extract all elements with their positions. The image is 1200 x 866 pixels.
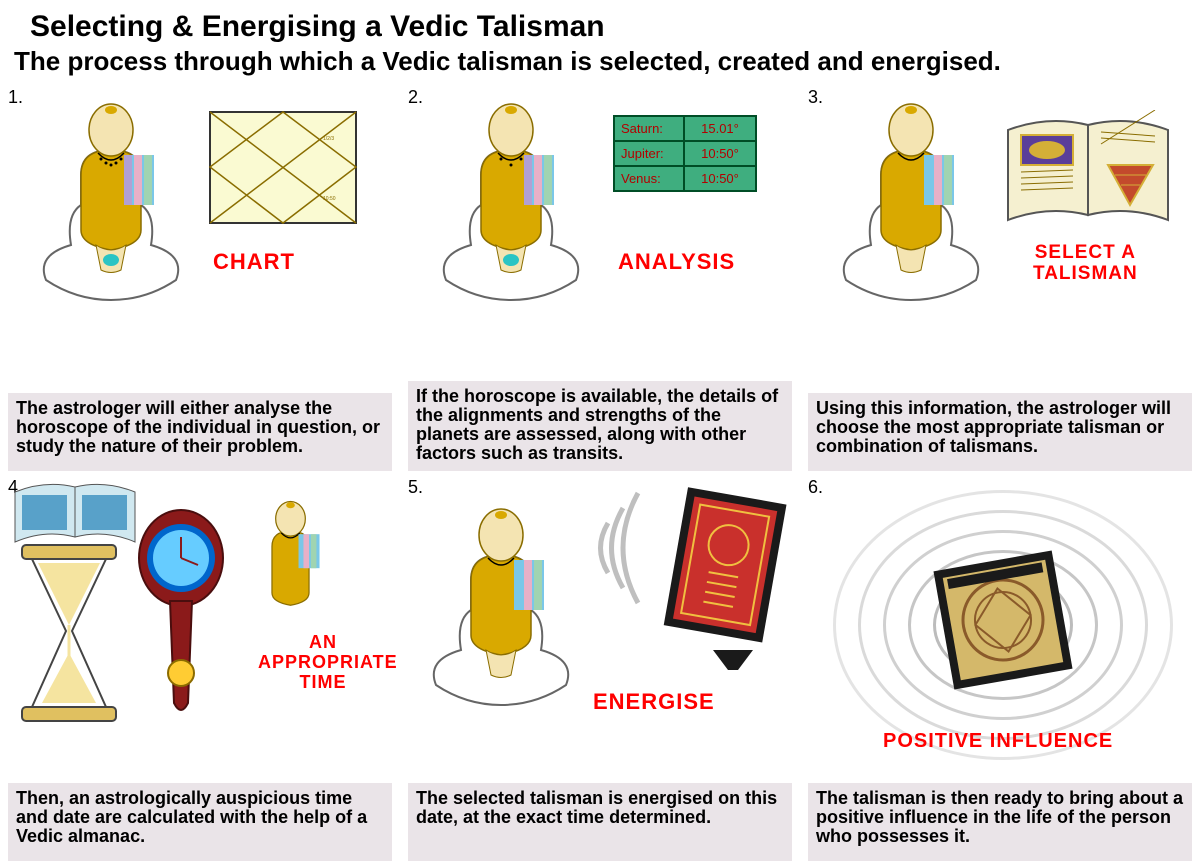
clock-icon bbox=[136, 503, 226, 723]
table-row: Venus:10:50° bbox=[615, 165, 755, 190]
step-label: AN APPROPRIATE TIME bbox=[258, 633, 388, 692]
step-label: ENERGISE bbox=[593, 690, 715, 714]
planet-value: 10:50° bbox=[685, 167, 755, 190]
planet-name: Jupiter: bbox=[615, 142, 685, 165]
planet-value: 15.01° bbox=[685, 117, 755, 140]
yantra-plaque-icon bbox=[933, 550, 1073, 690]
talisman-book-icon bbox=[1003, 110, 1173, 230]
step-1: 1. 1/2/3 bbox=[0, 81, 400, 471]
step-2-illustration: Saturn:15.01° Jupiter:10:50° Venus:10:50… bbox=[408, 85, 792, 381]
step-label: CHART bbox=[213, 250, 295, 274]
step-caption: The astrologer will either analyse the h… bbox=[8, 393, 392, 471]
step-6-illustration: POSITIVE INFLUENCE bbox=[808, 475, 1192, 783]
step-1-illustration: 1/2/3 10:50 CHART bbox=[8, 85, 392, 393]
step-label: SELECT A TALISMAN bbox=[1033, 243, 1138, 285]
step-label: POSITIVE INFLUENCE bbox=[883, 730, 1113, 752]
page-subtitle: The process through which a Vedic talism… bbox=[0, 44, 1200, 77]
step-caption: The talisman is then ready to bring abou… bbox=[808, 783, 1192, 861]
astrologer-icon bbox=[238, 497, 343, 627]
step-5: 5. bbox=[400, 471, 800, 861]
step-3-illustration: SELECT A TALISMAN bbox=[808, 85, 1192, 393]
step-3: 3. bbox=[800, 81, 1200, 471]
step-label: ANALYSIS bbox=[618, 250, 735, 274]
astrologer-icon bbox=[426, 95, 596, 305]
energy-waves-icon bbox=[578, 483, 668, 613]
step-4-illustration: AN APPROPRIATE TIME bbox=[8, 475, 392, 783]
page-title: Selecting & Energising a Vedic Talisman bbox=[0, 0, 1200, 44]
step-6: 6. POSITIVE INFLUENCE The bbox=[800, 471, 1200, 861]
step-caption: Using this information, the astrologer w… bbox=[808, 393, 1192, 471]
planet-name: Venus: bbox=[615, 167, 685, 190]
analysis-table: Saturn:15.01° Jupiter:10:50° Venus:10:50… bbox=[613, 115, 757, 192]
table-row: Jupiter:10:50° bbox=[615, 140, 755, 165]
step-caption: The selected talisman is energised on th… bbox=[408, 783, 792, 861]
horoscope-chart-icon: 1/2/3 10:50 bbox=[208, 110, 358, 225]
step-5-illustration: ENERGISE bbox=[408, 475, 792, 783]
step-caption: If the horoscope is available, the detai… bbox=[408, 381, 792, 471]
astrologer-icon bbox=[416, 500, 586, 710]
steps-grid: 1. 1/2/3 bbox=[0, 81, 1200, 861]
talisman-frame-icon bbox=[658, 485, 793, 670]
planet-name: Saturn: bbox=[615, 117, 685, 140]
svg-text:1/2/3: 1/2/3 bbox=[323, 136, 334, 142]
almanac-book-icon bbox=[10, 477, 140, 547]
astrologer-icon bbox=[826, 95, 996, 305]
step-4: 4. bbox=[0, 471, 400, 861]
svg-text:10:50: 10:50 bbox=[323, 196, 336, 202]
table-row: Saturn:15.01° bbox=[615, 117, 755, 140]
hourglass-icon bbox=[14, 543, 124, 723]
planet-value: 10:50° bbox=[685, 142, 755, 165]
step-2: 2. Saturn:15.01° Jupiter:10:50 bbox=[400, 81, 800, 471]
astrologer-icon bbox=[26, 95, 196, 305]
step-caption: Then, an astrologically auspicious time … bbox=[8, 783, 392, 861]
